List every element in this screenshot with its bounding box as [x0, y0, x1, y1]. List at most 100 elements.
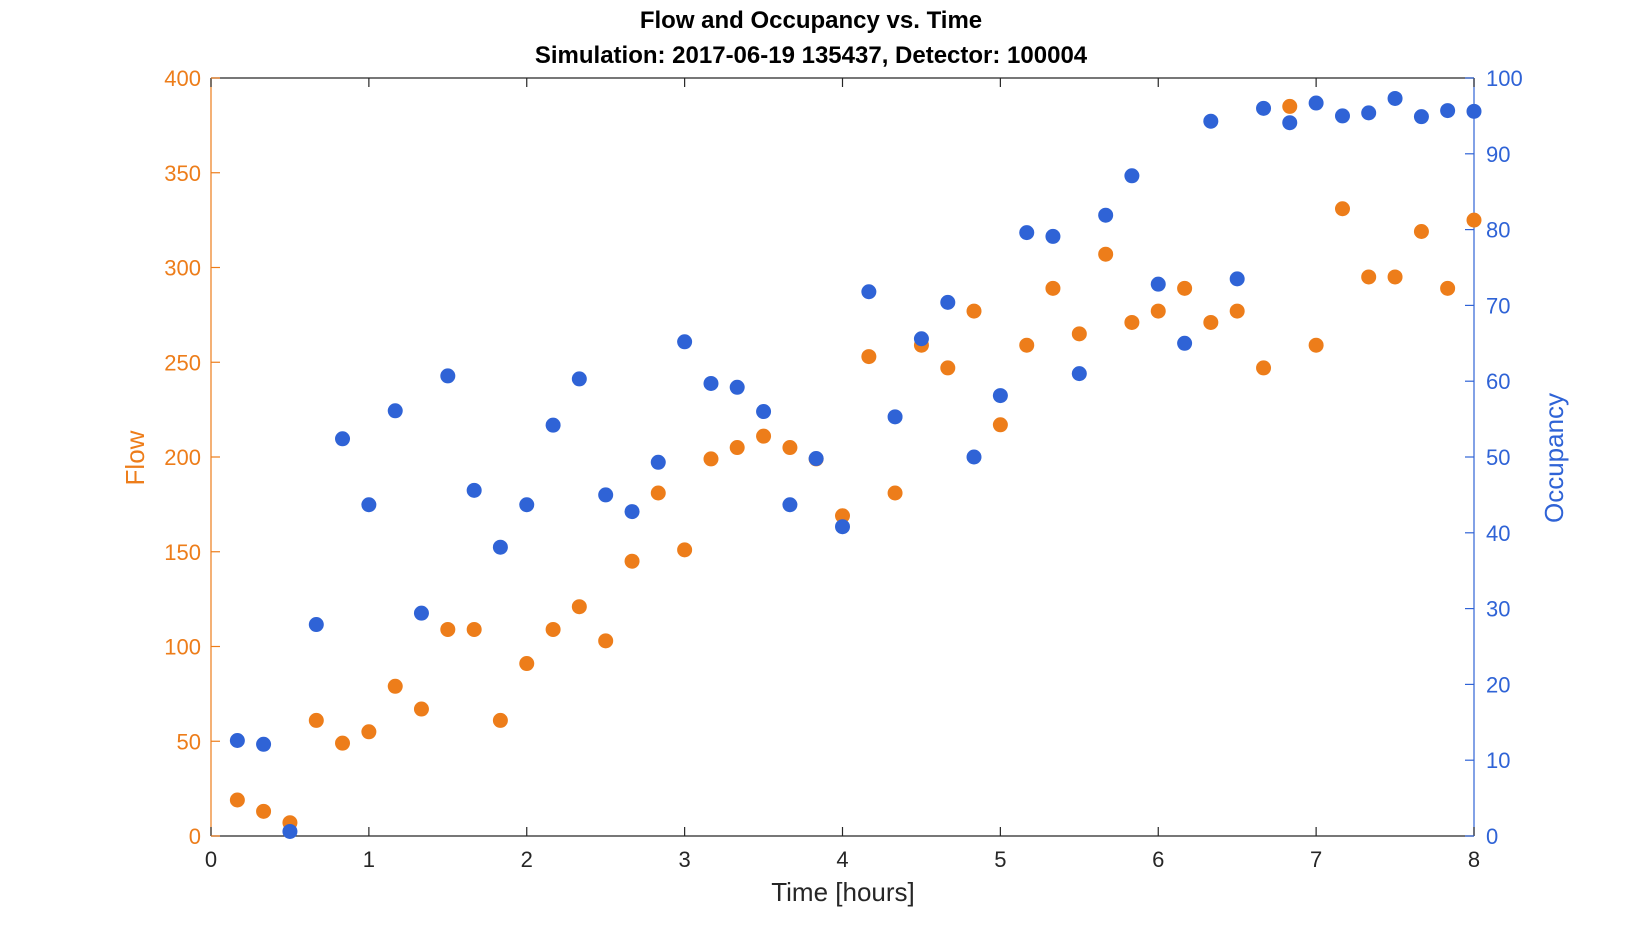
y-right-tick-label: 20 — [1486, 672, 1510, 697]
x-tick-label: 2 — [521, 847, 533, 872]
y-right-tick-label: 50 — [1486, 445, 1510, 470]
flow-data-point — [677, 542, 693, 558]
occupancy-data-point — [782, 497, 798, 513]
flow-data-point — [571, 599, 587, 615]
flow-data-point — [1308, 337, 1324, 353]
occupancy-data-point — [1098, 207, 1114, 223]
occupancy-data-point — [966, 449, 982, 465]
occupancy-data-point — [1177, 335, 1193, 351]
x-tick-label: 0 — [205, 847, 217, 872]
flow-data-point — [1177, 280, 1193, 296]
y-left-tick-label: 200 — [164, 445, 201, 470]
occupancy-data-point — [519, 497, 535, 513]
y-left-tick-label: 50 — [177, 729, 201, 754]
y-left-tick-label: 400 — [164, 66, 201, 91]
occupancy-data-point — [1045, 228, 1061, 244]
occupancy-data-point — [361, 497, 377, 513]
chart-title: Flow and Occupancy vs. Time — [640, 7, 982, 34]
y-right-tick-label: 0 — [1486, 824, 1498, 849]
y-right-tick-label: 70 — [1486, 293, 1510, 318]
y-right-tick-label: 10 — [1486, 748, 1510, 773]
flow-data-point — [887, 485, 903, 501]
flow-data-point — [966, 303, 982, 319]
flow-data-point — [387, 678, 403, 694]
flow-data-point — [413, 701, 429, 717]
flow-data-point — [466, 621, 482, 637]
flow-data-point — [1413, 223, 1429, 239]
flow-data-point — [598, 633, 614, 649]
flow-data-point — [545, 621, 561, 637]
occupancy-data-point — [1308, 95, 1324, 111]
occupancy-data-point — [940, 294, 956, 310]
occupancy-data-point — [598, 487, 614, 503]
x-tick-label: 7 — [1310, 847, 1322, 872]
occupancy-data-point — [466, 482, 482, 498]
y-left-tick-label: 350 — [164, 161, 201, 186]
occupancy-data-point — [1466, 103, 1482, 119]
occupancy-data-point — [1282, 115, 1298, 131]
flow-data-point — [519, 656, 535, 672]
flow-data-point — [650, 485, 666, 501]
flow-data-point — [1256, 360, 1272, 376]
flow-data-point — [1440, 280, 1456, 296]
occupancy-data-point — [808, 451, 824, 467]
chart-subtitle: Simulation: 2017-06-19 135437, Detector:… — [535, 42, 1088, 69]
flow-data-point — [1098, 246, 1114, 262]
occupancy-data-point — [256, 736, 272, 752]
flow-data-point — [703, 451, 719, 467]
flow-data-point — [835, 508, 850, 524]
occupancy-data-point — [1150, 276, 1166, 292]
occupancy-data-point — [440, 368, 456, 384]
flow-data-point — [229, 792, 245, 808]
y-right-tick-label: 80 — [1486, 218, 1510, 243]
occupancy-data-point — [1229, 271, 1245, 287]
flow-data-point — [1045, 280, 1061, 296]
axes — [210, 77, 1475, 837]
x-tick-label: 1 — [363, 847, 375, 872]
flow-data-point — [1150, 303, 1166, 319]
occupancy-data-point — [282, 823, 298, 839]
flow-data-point — [1361, 269, 1377, 285]
occupancy-data-point — [756, 404, 772, 420]
x-tick-label: 4 — [836, 847, 848, 872]
occupancy-data-point — [229, 732, 245, 748]
occupancy-data-point — [1387, 90, 1403, 106]
flow-data-point — [308, 712, 324, 728]
occupancy-data-point — [413, 605, 429, 621]
data-points — [229, 90, 1482, 839]
flow-data-point — [940, 360, 956, 376]
occupancy-data-point — [887, 409, 903, 425]
occupancy-data-point — [703, 375, 719, 391]
flow-data-point — [1466, 212, 1482, 228]
y-right-tick-label: 60 — [1486, 369, 1510, 394]
occupancy-data-point — [1019, 225, 1035, 241]
tick-labels: 0 1 2 3 4 5 6 7 80501001502002503003504000102030… — [164, 66, 1522, 872]
x-tick-label: 5 — [994, 847, 1006, 872]
occupancy-data-point — [308, 617, 324, 633]
y-left-tick-label: 100 — [164, 635, 201, 660]
flow-data-point — [1229, 303, 1245, 319]
flow-data-point — [256, 803, 272, 819]
flow-data-point — [492, 712, 508, 728]
occupancy-data-point — [571, 371, 587, 387]
y-right-tick-label: 90 — [1486, 142, 1510, 167]
flow-data-point — [1203, 314, 1219, 330]
occupancy-data-point — [992, 388, 1008, 404]
occupancy-data-point — [1256, 100, 1272, 116]
x-axis-label: Time [hours] — [771, 877, 915, 907]
y-axis-right-label: Occupancy — [1539, 393, 1569, 523]
x-tick-label: 3 — [679, 847, 691, 872]
occupancy-data-point — [1334, 108, 1350, 124]
x-tick-label: 6 — [1152, 847, 1164, 872]
occupancy-data-point — [1124, 168, 1140, 184]
occupancy-data-point — [624, 504, 640, 520]
y-right-tick-label: 40 — [1486, 521, 1510, 546]
flow-data-point — [1282, 98, 1298, 114]
occupancy-data-point — [335, 431, 351, 447]
occupancy-data-point — [387, 403, 403, 419]
occupancy-data-point — [861, 284, 877, 300]
occupancy-data-point — [677, 334, 693, 350]
occupancy-data-point — [729, 379, 745, 395]
occupancy-data-point — [1413, 109, 1429, 125]
